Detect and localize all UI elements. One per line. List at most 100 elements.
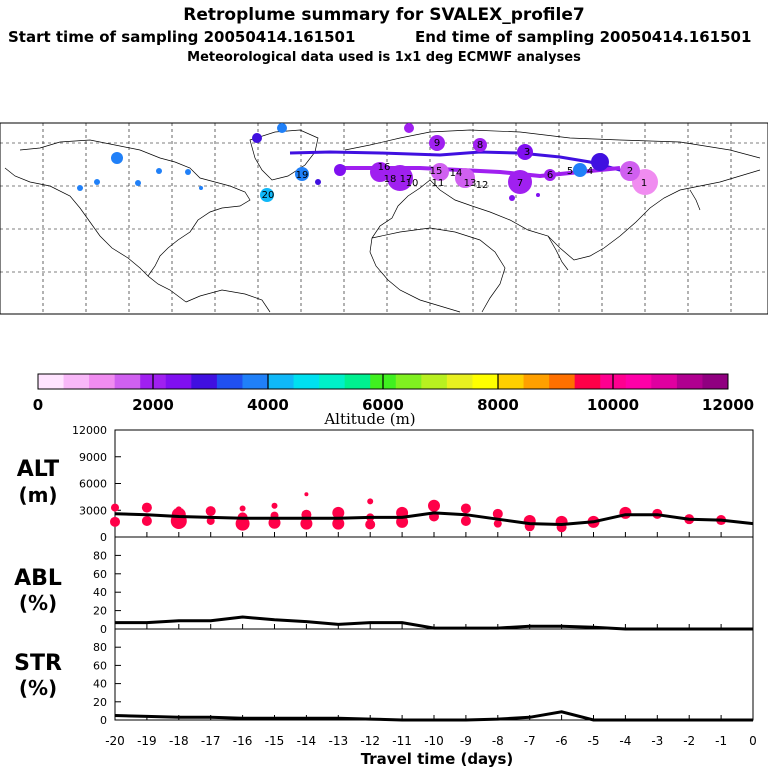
plume-marker (156, 168, 162, 174)
colorbar-swatch (216, 374, 243, 389)
colorbar: 0 2000 4000 6000 8000 10000 12000 Altitude (m) (33, 373, 754, 428)
coastline-south-america (185, 289, 271, 313)
plume-marker (387, 165, 413, 191)
str-y-tick-label: 0 (100, 714, 107, 727)
plume-day-label: 13 (464, 178, 477, 189)
x-tick-label: -9 (460, 734, 472, 748)
colorbar-swatch (344, 374, 371, 389)
figure-title: Retroplume summary for SVALEX_profile7 (183, 5, 584, 25)
abl-y-tick-label: 80 (93, 549, 107, 562)
map-frame (0, 122, 768, 315)
colorbar-swatch (549, 374, 576, 389)
alt-y-tick-label: 6000 (79, 478, 107, 491)
x-tick-label: -19 (137, 734, 157, 748)
plume-markers (77, 123, 658, 202)
abl-y-tick-label: 0 (100, 623, 107, 636)
altitude-scatter-point (460, 515, 471, 526)
colorbar-swatch (63, 374, 90, 389)
x-tick-label: -18 (169, 734, 189, 748)
colorbar-swatch (242, 374, 269, 389)
plume-day-label: 12 (476, 180, 489, 191)
x-tick-label: -10 (424, 734, 444, 748)
colorbar-swatch (446, 374, 473, 389)
colorbar-tick-label: 2000 (132, 396, 174, 414)
colorbar-tick-label: 10000 (587, 396, 639, 414)
altitude-scatter-point (111, 503, 119, 512)
plume-day-label: 15 (430, 166, 443, 177)
plume-marker (620, 161, 640, 181)
colorbar-swatch (114, 374, 141, 389)
colorbar-tick-label: 4000 (247, 396, 289, 414)
x-tick-label: -12 (360, 734, 380, 748)
altitude-scatter-point (239, 505, 246, 512)
altitude-scatter-point (271, 502, 278, 509)
abl-panel-frame (114, 536, 754, 630)
str-y-tick-label: 40 (93, 678, 107, 691)
colorbar-swatches (38, 374, 729, 389)
abl-panel-unit: (%) (19, 591, 57, 615)
plume-day-label: 5 (567, 166, 573, 177)
x-tick-label: 0 (749, 734, 757, 748)
colorbar-tick-label: 6000 (362, 396, 404, 414)
plume-marker (315, 179, 321, 185)
altitude-scatter-point (367, 498, 374, 505)
altitude-scatter-point (141, 502, 152, 513)
colorbar-swatch (676, 374, 703, 389)
plume-day-label: 6 (547, 170, 553, 181)
colorbar-swatch (319, 374, 346, 389)
coastline-eurasia (344, 129, 761, 313)
colorbar-swatch (38, 374, 65, 389)
str-y-tick-label: 20 (93, 696, 107, 709)
altitude-scatter-point (175, 506, 182, 513)
plume-day-label: 20 (262, 190, 275, 201)
plume-marker (455, 168, 475, 188)
plume-marker (429, 135, 445, 151)
altitude-scatter-point (332, 517, 345, 530)
end-time-label: End time of sampling 20050414.161501 (415, 28, 751, 46)
plume-marker (473, 138, 487, 152)
colorbar-swatch (651, 374, 678, 389)
x-tick-label: -16 (233, 734, 253, 748)
plume-marker (135, 180, 141, 186)
alt-series-line (114, 511, 754, 527)
x-tick-label: -20 (105, 734, 125, 748)
plume-marker (334, 164, 346, 176)
plume-marker (536, 193, 540, 197)
colorbar-swatch (293, 374, 320, 389)
colorbar-tick-label: 0 (33, 396, 43, 414)
coastlines (4, 129, 761, 313)
alt-y-tick-label: 9000 (79, 451, 107, 464)
x-tick-label: -8 (492, 734, 504, 748)
x-tick-label: -2 (683, 734, 695, 748)
colorbar-swatch (191, 374, 218, 389)
str-panel-unit: (%) (19, 676, 57, 700)
altitude-scatter-point (205, 506, 216, 517)
colorbar-swatch (395, 374, 422, 389)
colorbar-swatch (625, 374, 652, 389)
alt-panel-title: ALT (17, 457, 59, 482)
coastline-japan (689, 189, 701, 211)
colorbar-swatch (498, 374, 525, 389)
altitude-scatter-point (141, 515, 152, 526)
alt-panel-unit: (m) (18, 483, 57, 507)
colorbar-ticks: 0 2000 4000 6000 8000 10000 12000 (33, 374, 754, 414)
str-panel-title: STR (14, 651, 62, 676)
plume-day-label: 16 (378, 162, 391, 173)
abl-y-tick-label: 60 (93, 568, 107, 581)
plume-marker (517, 144, 533, 160)
altitude-scatter-point (492, 508, 503, 519)
plume-marker (260, 188, 274, 202)
plume-marker (185, 169, 191, 175)
altitude-scatter-point (332, 506, 345, 519)
x-tick-label: -15 (265, 734, 285, 748)
colorbar-tick-label: 8000 (477, 396, 519, 414)
x-tick-label: -3 (651, 734, 663, 748)
plume-day-label: 10 (406, 178, 419, 189)
plume-marker (544, 169, 556, 181)
altitude-scatter-point (428, 499, 440, 512)
alt-y-tick-label: 0 (100, 531, 107, 544)
plume-marker (404, 123, 414, 133)
plume-day-label: 8 (477, 140, 483, 151)
plume-marker (199, 186, 203, 190)
